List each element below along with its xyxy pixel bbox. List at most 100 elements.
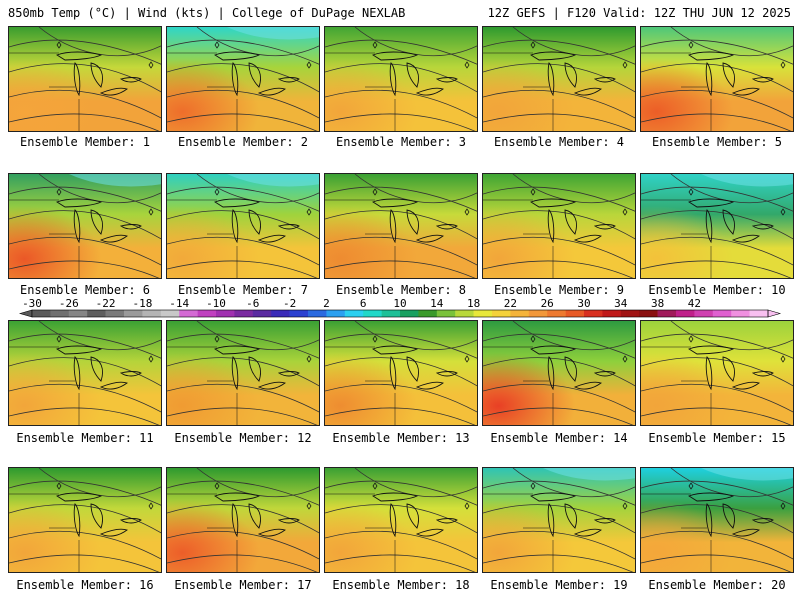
marker-icon (622, 502, 628, 510)
ensemble-member-label-8: Ensemble Member: 8 (335, 283, 467, 297)
lake-outline (277, 77, 300, 83)
colorbar-segment (87, 310, 106, 317)
warm-core (641, 468, 793, 572)
ensemble-panel-20 (640, 467, 794, 573)
colorbar-segment (602, 310, 622, 317)
lake-outline (688, 492, 735, 502)
lake-outline (573, 87, 602, 96)
ensemble-panel-8 (324, 173, 478, 279)
marker-icon (306, 61, 312, 69)
colorbar-tick-label: -18 (132, 297, 153, 310)
marker-icon (688, 482, 694, 490)
lake-outline (415, 87, 444, 96)
contour-line (9, 383, 161, 413)
contour-line (641, 260, 792, 278)
ensemble-panel-7 (166, 173, 320, 279)
marker-icon (530, 482, 536, 490)
contour-line (641, 39, 793, 65)
contour-line (167, 530, 319, 560)
lake-outline (389, 356, 397, 391)
colorbar-segment (547, 310, 566, 317)
contour-line (325, 383, 477, 413)
ensemble-member-label-13: Ensemble Member: 13 (332, 431, 470, 445)
contour-line (167, 210, 319, 240)
contour-line (483, 260, 634, 278)
colorbar-tick-label: 18 (466, 297, 481, 310)
marker-icon (372, 41, 378, 49)
colorbar-tick-label: 42 (687, 297, 702, 310)
contour-line (483, 530, 635, 560)
warm-core (325, 468, 477, 572)
lake-outline (277, 518, 300, 524)
colorbar-tick-label: -6 (246, 297, 260, 310)
contour-line (641, 504, 793, 534)
lake-outline (547, 209, 555, 244)
header-title: 850mb Temp (°C) | Wind (kts) | College o… (8, 6, 406, 20)
colorbar-segment (326, 310, 346, 317)
colorbar-segment (363, 310, 382, 317)
colorbar-segment (528, 310, 548, 317)
colorbar-tick-label: -26 (58, 297, 79, 310)
contour-line (9, 333, 161, 359)
warm-core (641, 321, 793, 425)
lake-outline (56, 198, 103, 208)
colorbar-tick-label: -14 (169, 297, 190, 310)
contour-line (483, 554, 634, 572)
temperature-colorbar (18, 309, 782, 318)
border-line (641, 493, 712, 572)
colorbar-segment (436, 310, 456, 317)
marker-icon (530, 188, 536, 196)
contour-line (167, 480, 319, 506)
lake-outline (248, 503, 261, 529)
colorbar-arrow-left (18, 309, 33, 318)
contour-line (325, 357, 477, 387)
contour-line (325, 333, 477, 359)
marker-icon (530, 41, 536, 49)
lake-outline (705, 62, 713, 97)
lake-outline (751, 224, 774, 230)
colorbar-segment (676, 310, 695, 317)
contour-line (167, 333, 319, 359)
lake-outline (593, 224, 616, 230)
contour-line (641, 480, 793, 506)
lake-outline (435, 77, 458, 83)
border-line (9, 493, 80, 572)
colorbar-segment (584, 310, 603, 317)
colorbar-tick-label: -30 (22, 297, 42, 310)
lake-outline (564, 503, 577, 529)
colorbar-segment (216, 310, 235, 317)
contour-line (9, 530, 161, 560)
contour-line (9, 39, 161, 65)
contour-line (483, 407, 634, 425)
ensemble-panel-12 (166, 320, 320, 426)
contour-line (325, 210, 477, 240)
lake-outline (573, 234, 602, 243)
colorbar-segment (712, 310, 732, 317)
lake-outline (406, 503, 419, 529)
contour-line (167, 39, 319, 65)
lake-outline (99, 381, 128, 390)
contour-line (641, 357, 793, 387)
colorbar-segment (510, 310, 530, 317)
lake-outline (406, 62, 419, 88)
ensemble-panel-6 (8, 173, 162, 279)
colorbar-segment (234, 310, 254, 317)
lake-outline (530, 198, 577, 208)
colorbar-tick-label: 26 (540, 297, 554, 310)
contour-line (641, 236, 793, 266)
lake-outline (119, 371, 142, 377)
colorbar-segment (473, 310, 493, 317)
ensemble-member-label-12: Ensemble Member: 12 (174, 431, 312, 445)
ensemble-member-label-9: Ensemble Member: 9 (493, 283, 625, 297)
ensemble-member-label-3: Ensemble Member: 3 (335, 135, 467, 149)
lake-outline (705, 356, 713, 391)
ensemble-panel-1 (8, 26, 162, 132)
marker-icon (464, 355, 470, 363)
contour-line (641, 554, 792, 572)
lake-outline (73, 356, 81, 391)
marker-icon (780, 502, 786, 510)
contour-line (167, 63, 319, 93)
colorbar-tick-label: 2 (323, 297, 330, 310)
colorbar-tick-label: -22 (95, 297, 116, 310)
lake-outline (415, 381, 444, 390)
